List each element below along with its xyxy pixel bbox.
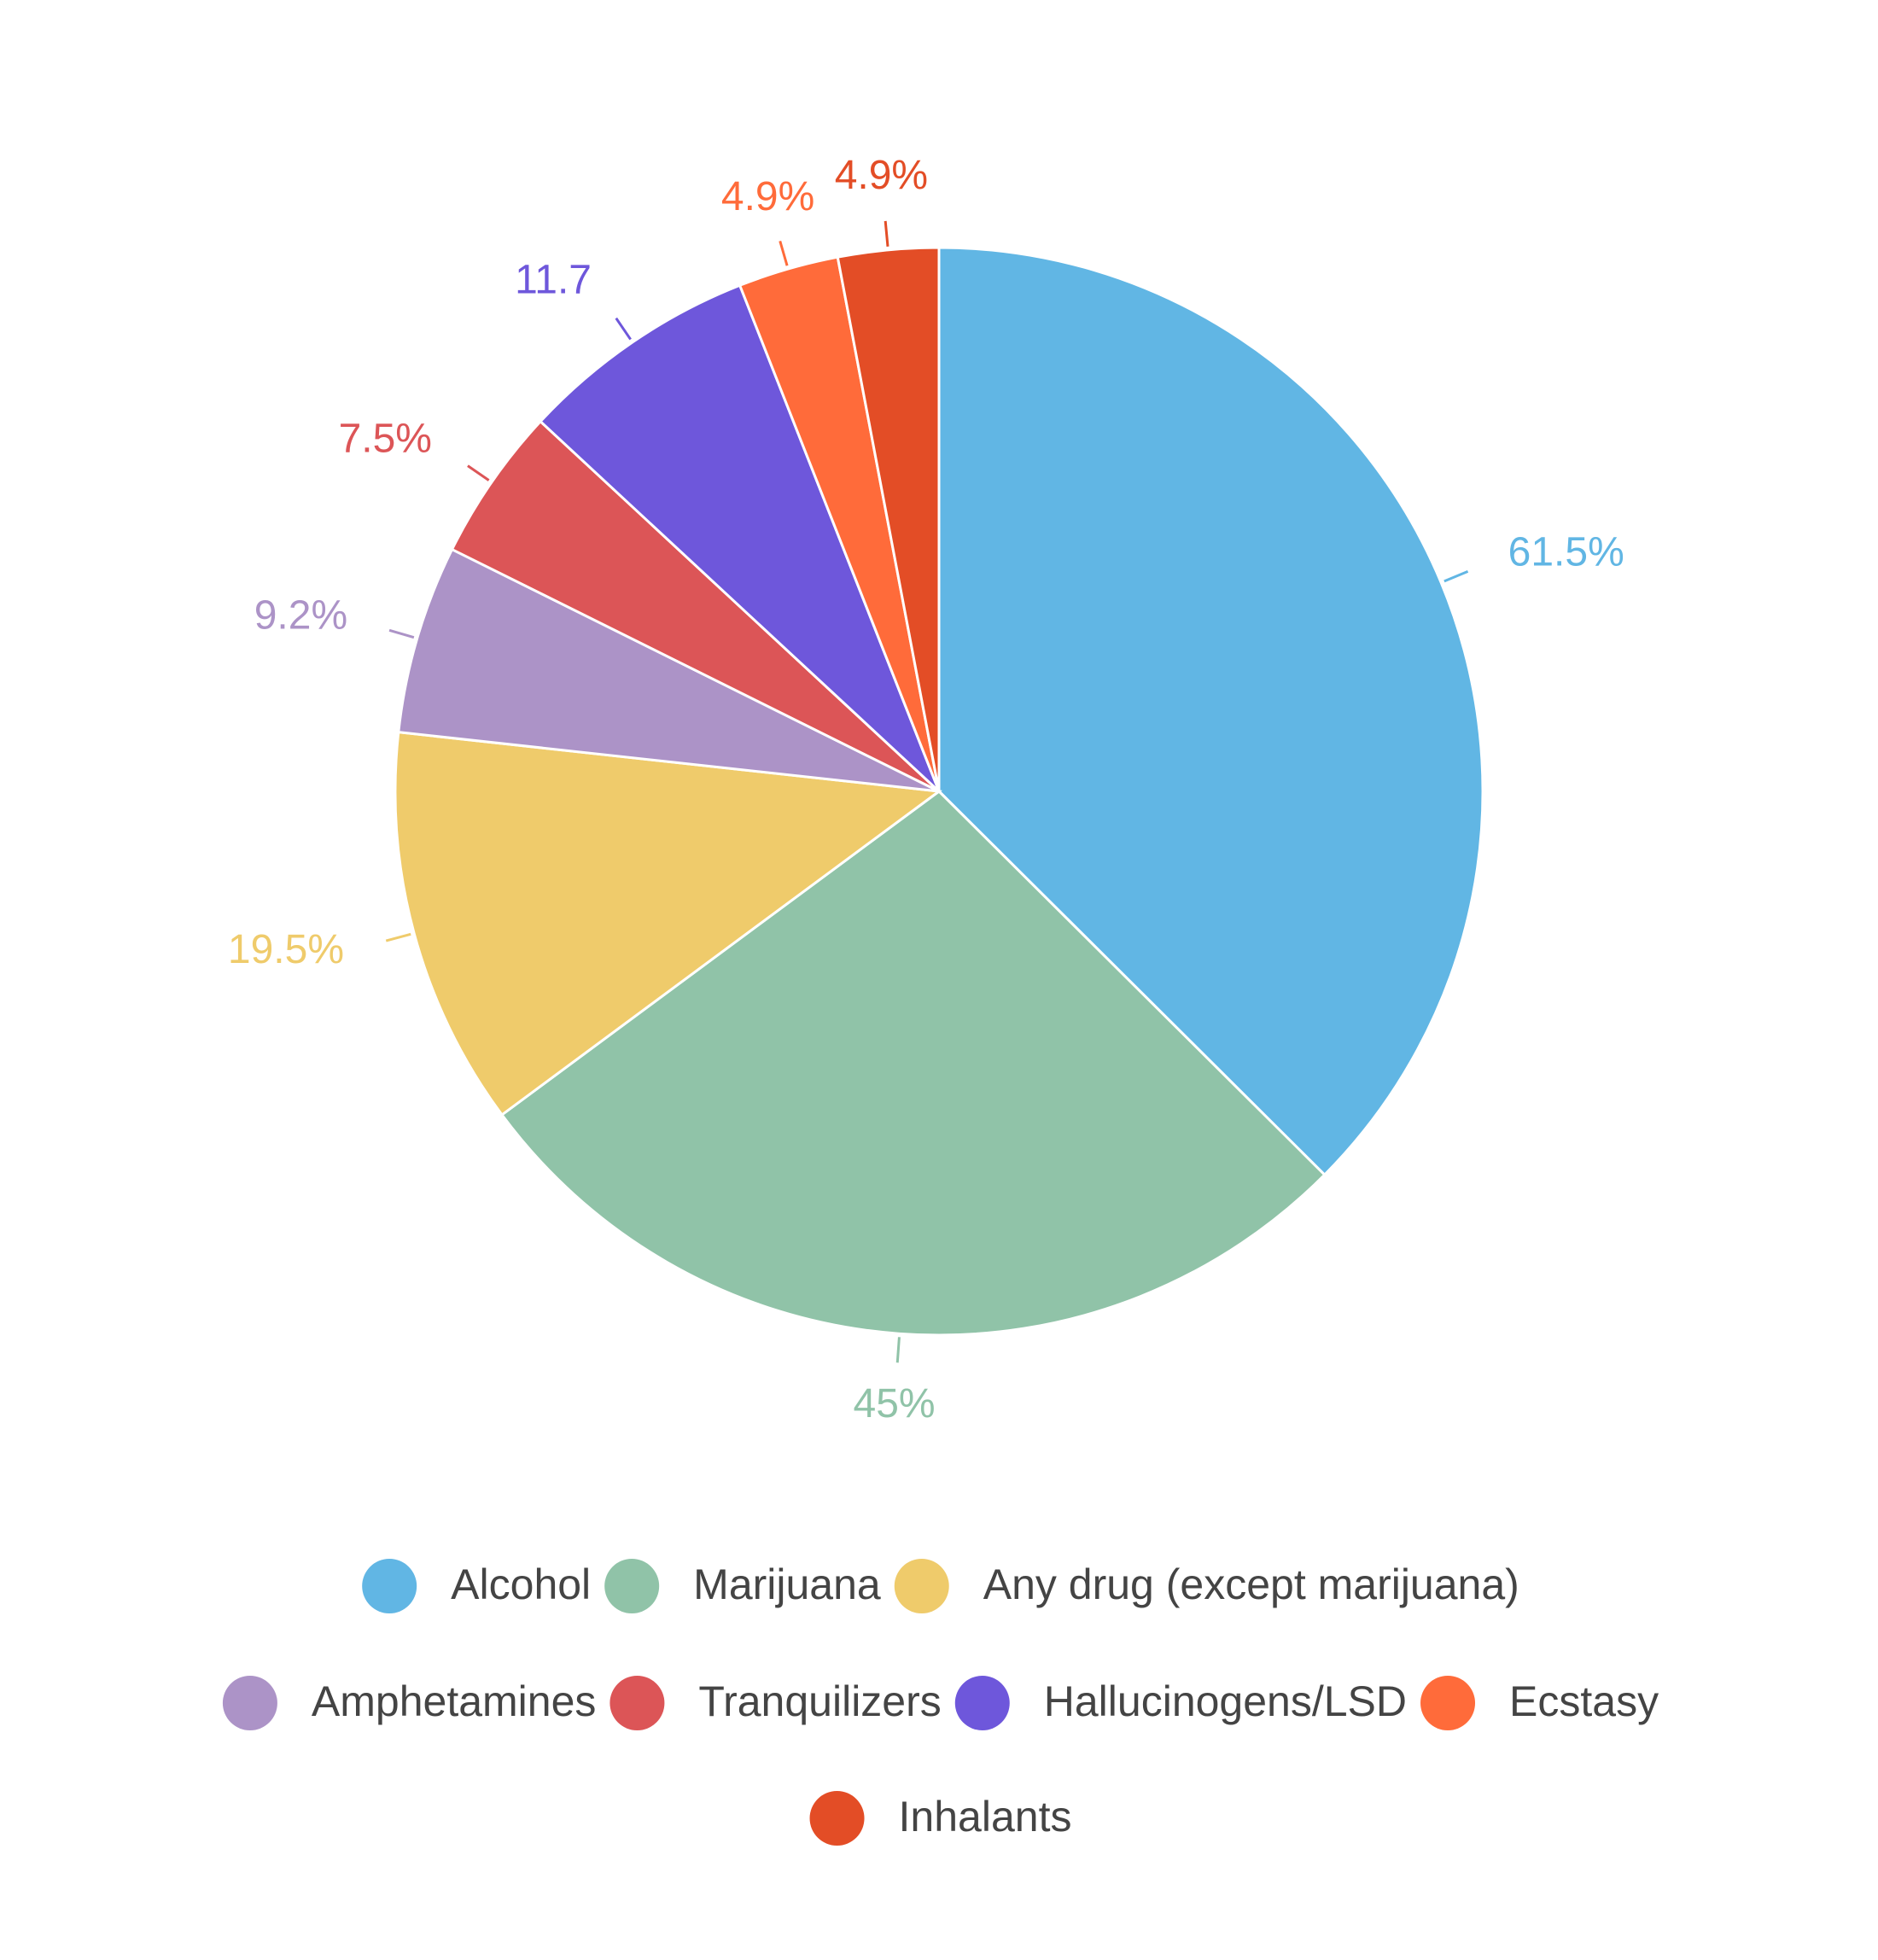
legend-marker (1420, 1676, 1476, 1730)
data-label: 45% (854, 1381, 936, 1426)
data-label: 4.9% (721, 174, 814, 219)
data-label: 9.2% (254, 593, 347, 639)
legend-label: Ecstasy (1509, 1677, 1659, 1725)
data-label: 11.7 (515, 257, 592, 302)
pie-slice (538, 283, 941, 793)
legend-marker (954, 1676, 1010, 1730)
data-label: 61.5% (1508, 529, 1624, 575)
data-label: 7.5% (339, 416, 432, 461)
legend-label: Any drug (except marijuana) (983, 1560, 1519, 1608)
pie-slice (397, 547, 940, 793)
leader-line (779, 240, 789, 266)
leader-line (385, 932, 411, 942)
pie-slice (836, 246, 941, 792)
data-label: 4.9% (835, 153, 928, 198)
data-label: 19.5% (228, 927, 344, 972)
legend-marker (894, 1559, 949, 1613)
leader-line (1443, 569, 1469, 583)
pie-slice (937, 246, 1484, 1177)
leader-line (388, 628, 415, 639)
pie-slice (499, 790, 1327, 1337)
legend-marker (362, 1559, 417, 1613)
leader-line (895, 1337, 901, 1363)
legend-marker (809, 1791, 865, 1846)
legend-label: Inhalants (899, 1793, 1072, 1840)
legend-marker (222, 1676, 277, 1730)
legend-label: Hallucinogens/LSD (1044, 1677, 1407, 1725)
legend-label: Amphetamines (312, 1677, 597, 1725)
legend-label: Marijuana (693, 1560, 881, 1608)
pie-slice (394, 731, 942, 1117)
pie-slice (450, 419, 941, 793)
leader-line (884, 220, 889, 247)
legend-label: Alcohol (451, 1560, 591, 1608)
legend-marker (609, 1676, 665, 1730)
legend-marker (604, 1559, 660, 1613)
leader-line (615, 317, 632, 341)
leader-line (467, 464, 490, 481)
legend-label: Tranquilizers (698, 1677, 941, 1725)
